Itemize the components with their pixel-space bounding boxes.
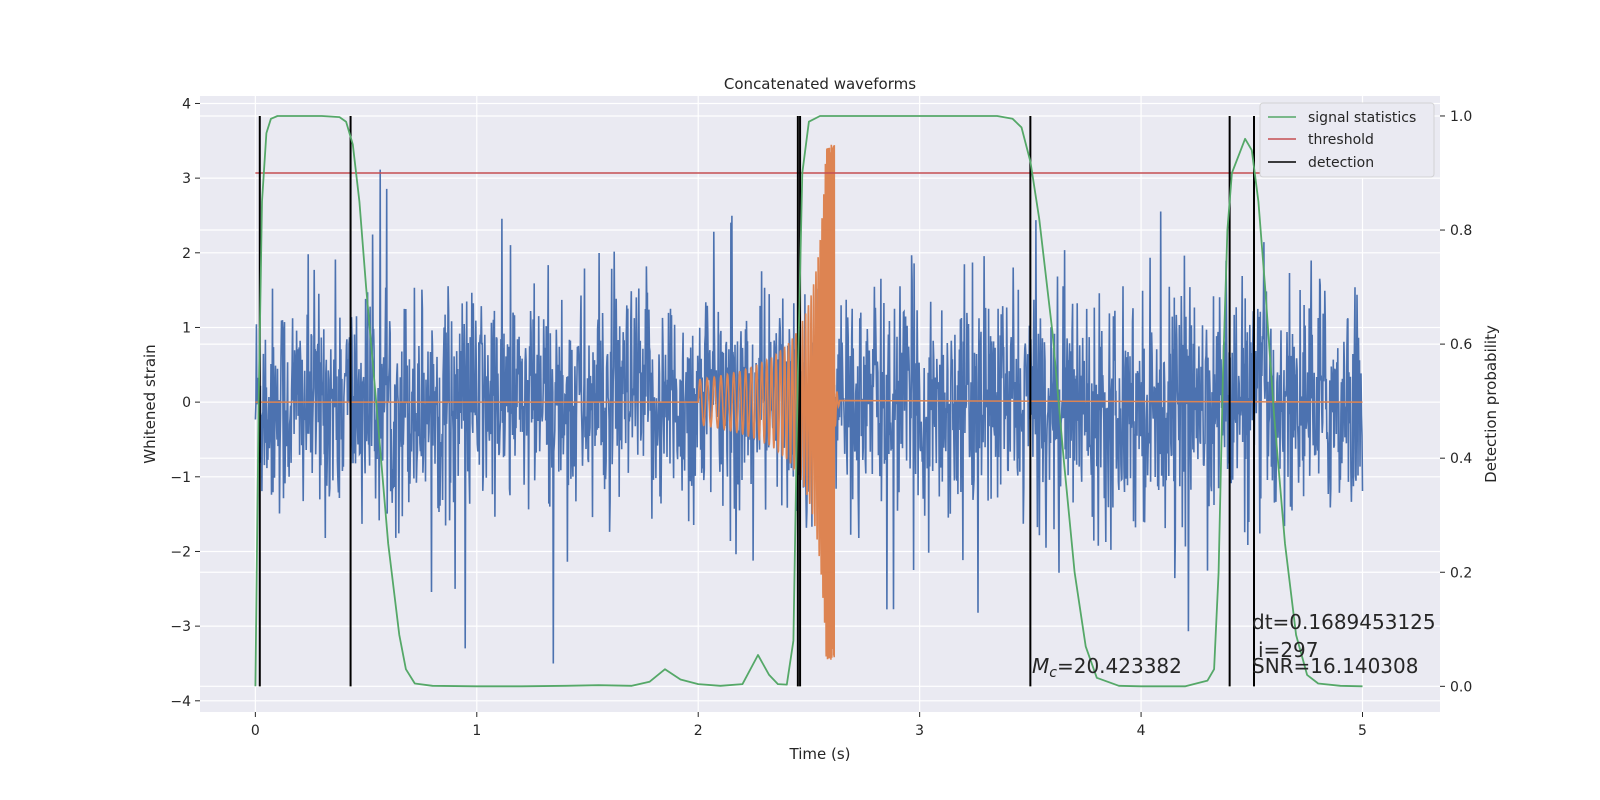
y2-axis-label: Detection probability [1482, 325, 1500, 483]
y-tick-label: −1 [170, 470, 191, 486]
y-tick-label: 1 [182, 320, 191, 336]
y2-tick-label: 0.6 [1450, 337, 1472, 353]
legend-signal-label: signal statistics [1308, 110, 1416, 126]
injection-strain-line [255, 144, 1363, 660]
legend: signal statistics threshold detection [1259, 102, 1435, 178]
dt-annotation: dt=0.1689453125 [1252, 610, 1436, 634]
x-tick-label: 4 [1137, 723, 1146, 739]
y-tick-label: −2 [170, 544, 191, 560]
legend-threshold-label: threshold [1308, 132, 1374, 148]
y2-tick-label: 0.2 [1450, 565, 1472, 581]
legend-detection-label: detection [1308, 155, 1374, 171]
chirp-mass-symbol: M [1032, 654, 1049, 678]
y2-tick-label: 0.0 [1450, 679, 1472, 695]
snr-annotation: SNR=16.140308 [1252, 654, 1418, 678]
series-layer [254, 115, 1385, 688]
index-annotation: i=297 [1258, 638, 1319, 662]
x-tick-label: 2 [694, 723, 703, 739]
axes-layer: 0 1 2 3 4 5 4 3 2 1 0 −1 −2 −3 −4 1.0 0.8 0.6 0.4 0.2 0.0 [170, 96, 1472, 739]
x-tick-label: 0 [251, 723, 260, 739]
y-axis-label: Whitened strain [141, 344, 159, 463]
y-tick-label: −3 [170, 619, 191, 635]
y-tick-label: −4 [170, 694, 191, 710]
y-tick-label: 3 [182, 171, 191, 187]
y-tick-label: 2 [182, 246, 191, 262]
legend-box [1259, 102, 1435, 178]
x-tick-label: 3 [915, 723, 924, 739]
x-tick-label: 5 [1358, 723, 1367, 739]
y2-tick-label: 0.4 [1450, 451, 1472, 467]
y2-tick-label: 1.0 [1450, 109, 1472, 125]
annotations: Mc=20.423382 dt=0.1689453125 i=297 SNR=1… [1032, 610, 1436, 681]
y-tick-label: 0 [182, 395, 191, 411]
y-tick-label: 4 [182, 96, 191, 112]
chirp-mass-annotation: Mc=20.423382 [1032, 654, 1182, 681]
y2-tick-label: 0.8 [1450, 223, 1472, 239]
chirp-mass-subscript: c [1049, 665, 1057, 681]
chirp-mass-value: =20.423382 [1057, 654, 1182, 678]
signal-statistics-line [254, 115, 1363, 688]
x-tick-label: 1 [472, 723, 481, 739]
chart-title: Concatenated waveforms [724, 75, 916, 93]
x-axis-label: Time (s) [789, 745, 851, 763]
